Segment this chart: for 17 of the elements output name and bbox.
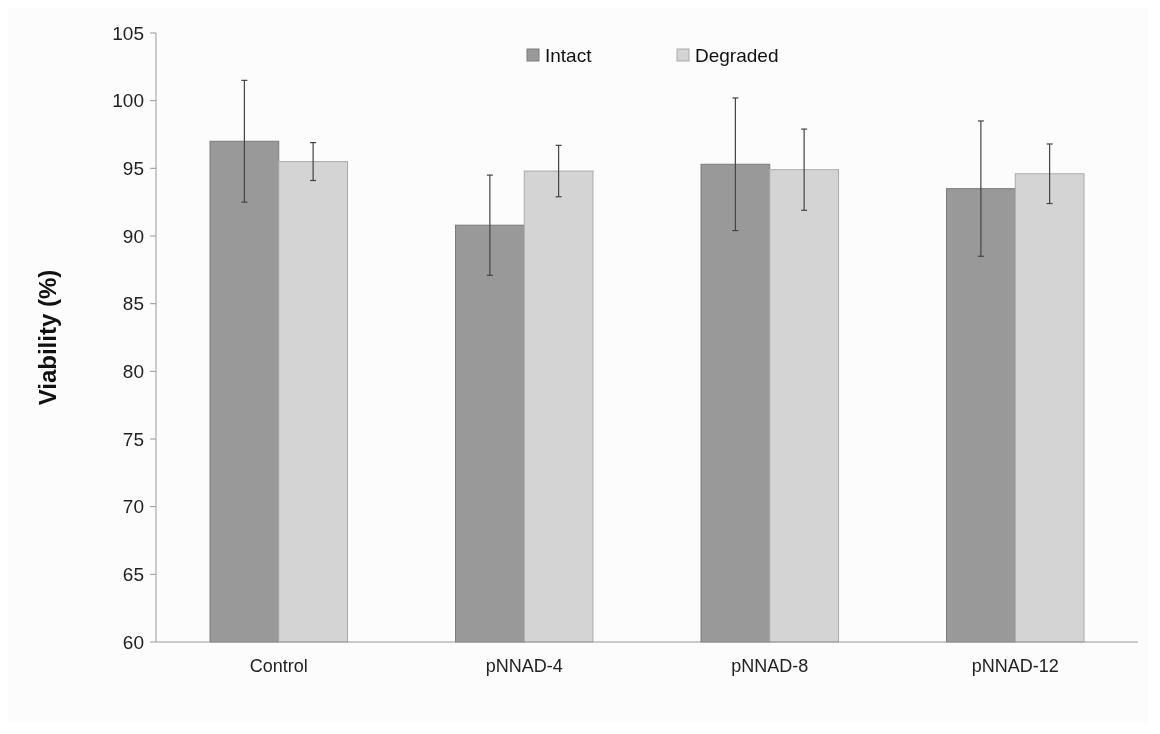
y-tick-label: 70 (122, 496, 144, 518)
y-tick-label: 75 (122, 428, 144, 450)
y-tick-label: 65 (122, 563, 144, 585)
y-tick-label: 105 (112, 22, 144, 44)
y-tick-label: 95 (122, 157, 144, 179)
y-tick-label: 85 (122, 293, 144, 315)
y-tick-label: 90 (122, 225, 144, 247)
legend-label: Degraded (695, 44, 779, 66)
y-tick-label: 60 (122, 631, 144, 653)
x-tick-label: pNNAD-4 (485, 656, 563, 676)
x-tick-label: Control (249, 656, 308, 676)
y-tick-label: 80 (122, 360, 144, 382)
x-tick-label: pNNAD-8 (731, 656, 809, 676)
legend-label: Intact (545, 44, 593, 66)
x-tick-label: pNNAD-12 (971, 656, 1059, 676)
y-tick-label: 100 (112, 90, 144, 112)
y-axis-title: Viability (%) (34, 269, 61, 406)
